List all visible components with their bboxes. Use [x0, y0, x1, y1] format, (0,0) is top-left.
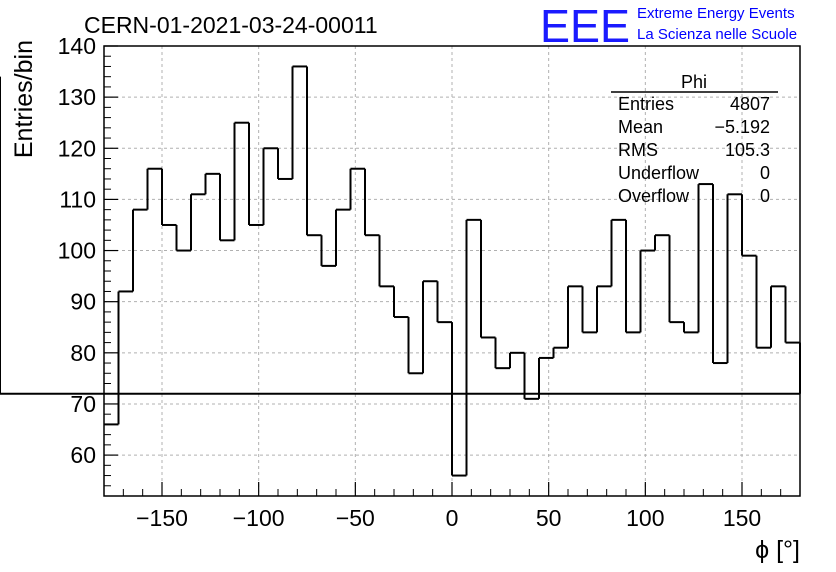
- y-tick-label: 120: [58, 135, 96, 161]
- plot-frame: [103, 45, 801, 497]
- eee-logo: EEE: [540, 0, 630, 52]
- x-tick-label: 100: [626, 505, 664, 531]
- x-tick-label: 0: [446, 505, 459, 531]
- x-tick-label: −100: [233, 505, 285, 531]
- stats-value-overflow: 0: [760, 186, 770, 206]
- stats-label-overflow: Overflow: [618, 186, 690, 206]
- project-subtitle: La Scienza nelle Scuole: [637, 26, 797, 43]
- chart-title: CERN-01-2021-03-24-00011: [84, 12, 378, 38]
- stats-title: Phi: [681, 72, 707, 92]
- y-tick-label: 110: [59, 186, 96, 212]
- x-tick-label: −150: [136, 505, 188, 531]
- x-tick-label: 150: [723, 505, 761, 531]
- y-tick-label: 130: [58, 84, 96, 110]
- stats-label-rms: RMS: [618, 140, 658, 160]
- y-tick-label: 100: [58, 238, 96, 264]
- stats-value-rms: 105.3: [725, 140, 770, 160]
- x-axis-label: ϕ [°]: [755, 536, 800, 564]
- x-tick-label: 50: [536, 505, 562, 531]
- stats-label-entries: Entries: [618, 94, 674, 114]
- histogram-bars: [0, 65, 801, 477]
- stats-box: Phi Entries 4807 Mean −5.192 RMS 105.3 U…: [611, 72, 778, 206]
- y-axis-label: Entries/bin: [10, 40, 38, 158]
- tick-labels: −150 −100 −50 0 50 100 150 60 70 80 90 100 110 120 130…: [58, 33, 762, 531]
- y-tick-label: 70: [70, 391, 96, 417]
- project-name: Extreme Energy Events: [637, 5, 795, 22]
- y-tick-label: 90: [70, 289, 96, 315]
- stats-value-entries: 4807: [730, 94, 770, 114]
- stats-value-underflow: 0: [760, 163, 770, 183]
- y-tick-label: 140: [58, 33, 96, 59]
- stats-label-mean: Mean: [618, 117, 663, 137]
- y-tick-label: 60: [70, 442, 96, 468]
- y-tick-label: 80: [70, 340, 96, 366]
- stats-value-mean: −5.192: [714, 117, 770, 137]
- axis-ticks: [104, 45, 782, 496]
- x-tick-label: −50: [336, 505, 375, 531]
- stats-label-underflow: Underflow: [618, 163, 700, 183]
